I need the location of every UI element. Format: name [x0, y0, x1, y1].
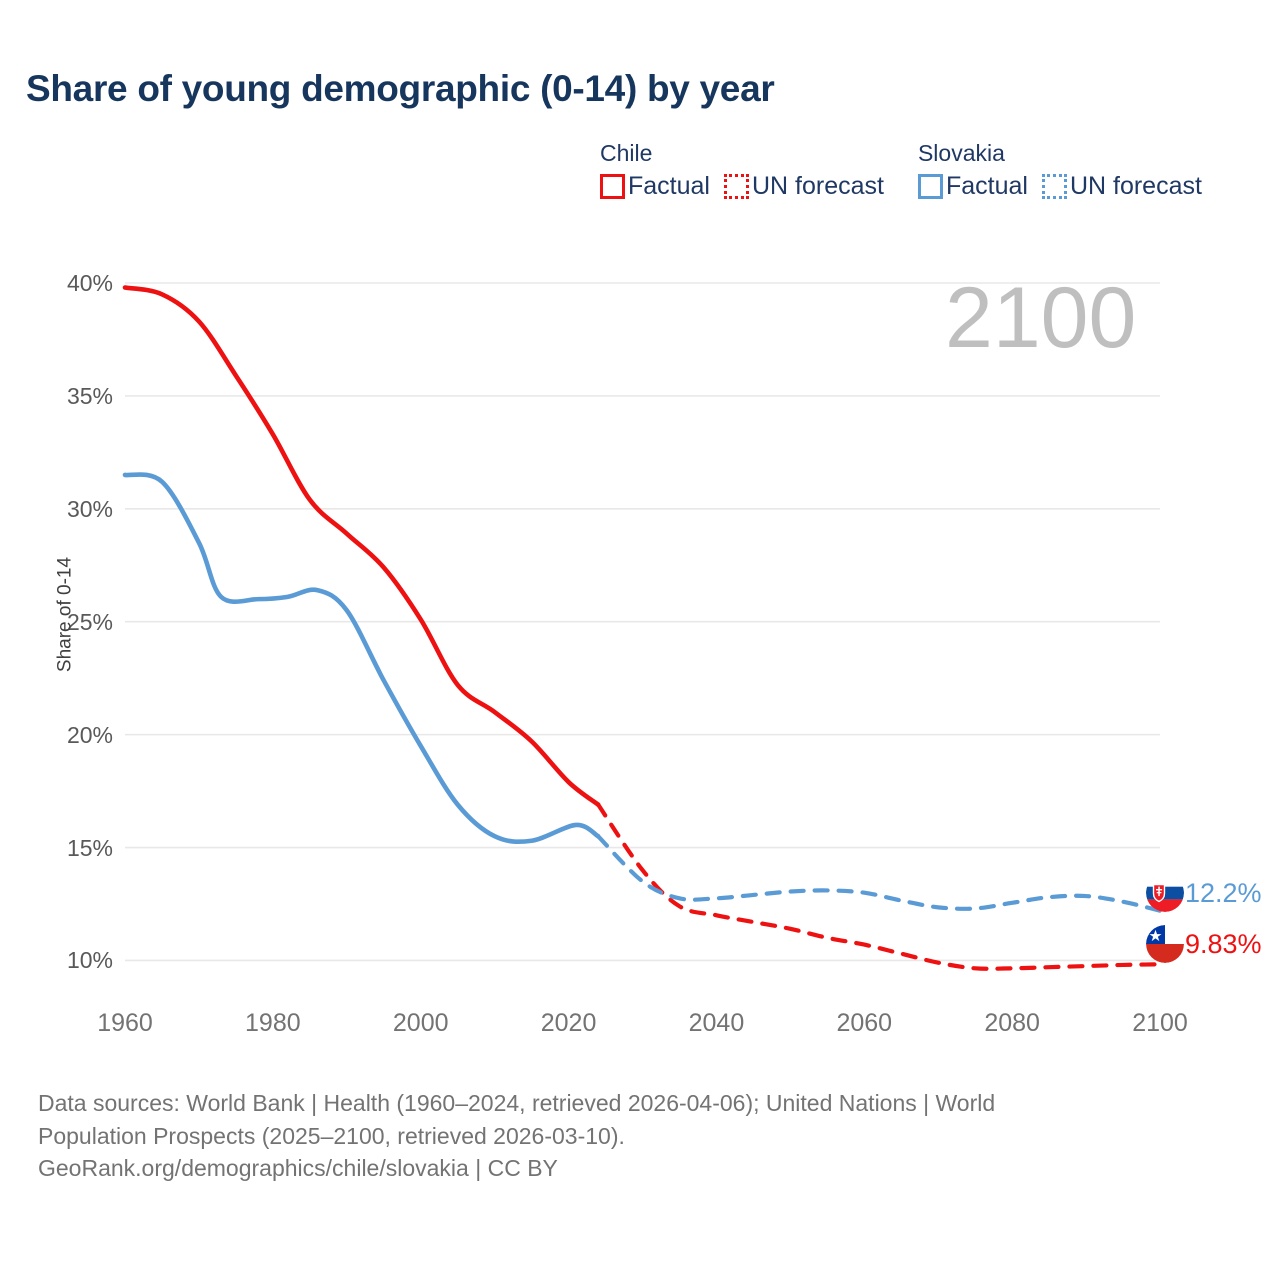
y-tick-label: 20%	[66, 721, 113, 748]
legend-group-title-chile: Chile	[600, 140, 653, 166]
legend-item-slovakia-forecast[interactable]: UN forecast	[1041, 172, 1202, 200]
legend-label-chile-factual: Factual	[628, 172, 710, 200]
footer-line-1: Data sources: World Bank | Health (1960–…	[38, 1090, 996, 1116]
legend-label-slovakia-forecast: UN forecast	[1069, 172, 1202, 200]
legend-group-slovakia: Slovakia Factual UN forecast	[917, 140, 1202, 200]
chile-flag-icon	[1146, 925, 1184, 963]
legend-swatch-dotted-icon	[723, 174, 749, 199]
series-line-slovakia-factual	[122, 472, 601, 845]
footer-line-2: Population Prospects (2025–2100, retriev…	[38, 1122, 625, 1149]
end-value-slovakia: 12.2%	[1185, 878, 1262, 908]
legend-swatch-dotted-icon	[1041, 174, 1067, 199]
chart-legend: Chile Factual UN forecast Slovakia Factu…	[600, 142, 1202, 199]
y-tick-label: 10%	[66, 947, 113, 974]
legend-swatch-solid-icon	[917, 174, 943, 199]
x-tick-label: 2100	[1132, 1009, 1188, 1037]
y-tick-label: 35%	[66, 382, 113, 409]
footer-sources: Data sources: World Bank | Health (1960–…	[38, 1087, 1218, 1185]
x-tick-label: 2000	[392, 1009, 449, 1037]
footer-line-3: GeoRank.org/demographics/chile/slovakia …	[38, 1155, 558, 1182]
y-tick-label: 30%	[66, 495, 113, 522]
slovakia-flag-icon	[1146, 874, 1184, 912]
legend-group-title-slovakia: Slovakia	[917, 140, 1005, 166]
y-tick-label: 40%	[66, 270, 113, 296]
series-line-chile-factual	[122, 285, 601, 807]
series-lines	[122, 285, 1163, 971]
legend-label-slovakia-factual: Factual	[945, 172, 1028, 200]
legend-label-chile-forecast: UN forecast	[751, 172, 884, 200]
x-tick-label: 2040	[688, 1009, 745, 1037]
page-title: Share of young demographic (0-14) by yea…	[26, 68, 775, 109]
series-line-chile-forecast	[596, 802, 1163, 971]
legend-swatch-solid-icon	[600, 174, 625, 199]
x-tick-label: 1960	[97, 1009, 153, 1037]
watermark-year: 2100	[945, 270, 1137, 366]
legend-item-chile-factual[interactable]: Factual	[600, 174, 710, 199]
y-tick-label: 15%	[66, 834, 113, 861]
end-value-chile: 9.83%	[1185, 929, 1262, 959]
series-line-slovakia-forecast	[596, 834, 1163, 913]
x-tick-label: 2020	[540, 1009, 597, 1037]
x-tick-label: 2060	[836, 1009, 893, 1037]
y-tick-label: 25%	[66, 608, 113, 635]
legend-group-chile: Chile Factual UN forecast	[600, 142, 884, 199]
legend-item-chile-forecast[interactable]: UN forecast	[723, 172, 884, 200]
y-axis-label: Share of 0-14	[54, 556, 76, 673]
x-tick-label: 2080	[984, 1009, 1040, 1037]
x-tick-label: 1980	[245, 1009, 301, 1037]
gridlines	[125, 282, 1160, 962]
legend-item-slovakia-factual[interactable]: Factual	[917, 172, 1028, 200]
